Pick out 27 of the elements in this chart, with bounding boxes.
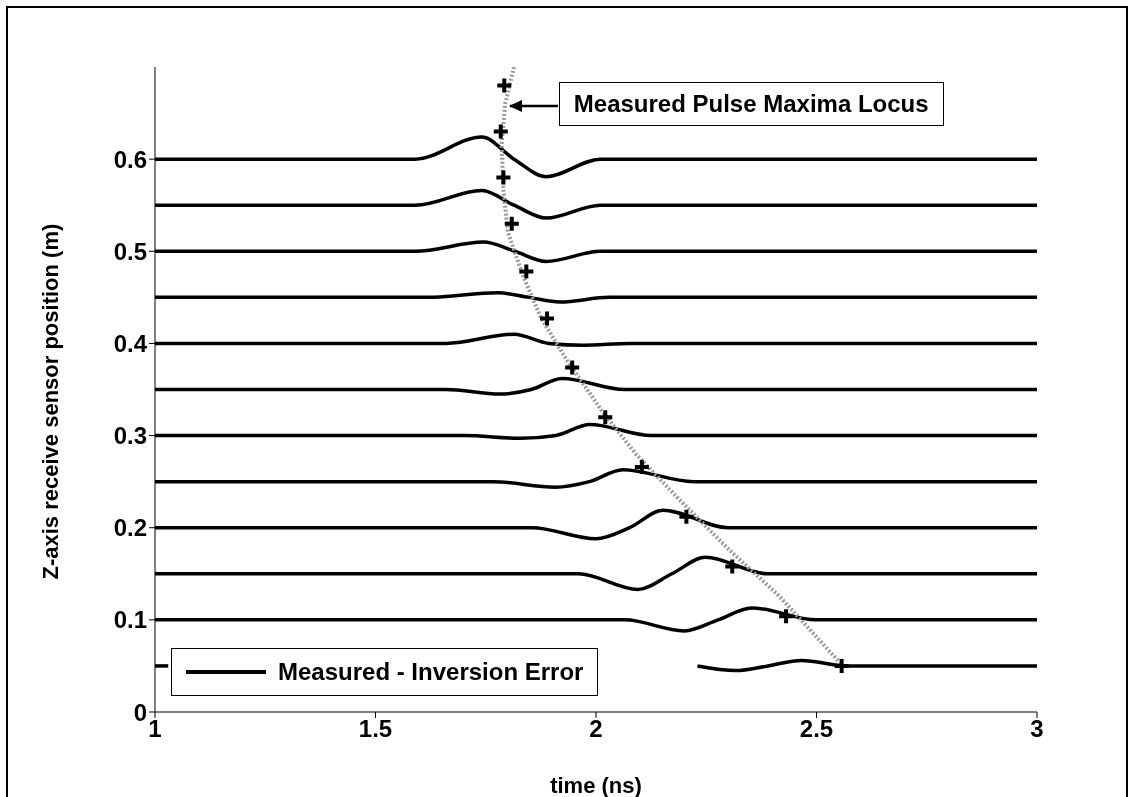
point <box>502 214 521 233</box>
y-tick-label: 0.2 <box>113 514 147 542</box>
point <box>495 76 514 95</box>
x-tick-label: 1.5 <box>358 715 393 743</box>
y-tick-label: 0.4 <box>113 329 148 357</box>
x-tick-label: 2 <box>589 715 603 743</box>
y-tick-label: 0.3 <box>113 422 147 450</box>
point <box>538 309 557 328</box>
y-tick-label: 0.5 <box>113 237 147 265</box>
y-tick-label: 0 <box>133 698 147 726</box>
point <box>723 557 742 576</box>
y-tick-label: 0.6 <box>113 145 147 173</box>
point <box>491 122 510 141</box>
x-tick-label: 2.5 <box>799 715 834 743</box>
point <box>563 358 582 377</box>
point <box>596 408 615 427</box>
point <box>677 507 696 526</box>
point <box>517 262 536 281</box>
x-tick-label: 1 <box>148 715 162 743</box>
y-tick-label: 0.1 <box>113 606 147 634</box>
point <box>777 607 796 626</box>
x-axis-title: time (ns) <box>550 773 642 797</box>
point <box>494 168 513 187</box>
annotation: Measured Pulse Maxima Locus <box>558 81 944 126</box>
x-tick-label: 3 <box>1030 715 1044 743</box>
legend-label: Measured - Inversion Error <box>278 657 584 687</box>
y-axis-title: Z-axis receive sensor position (m) <box>37 223 63 580</box>
